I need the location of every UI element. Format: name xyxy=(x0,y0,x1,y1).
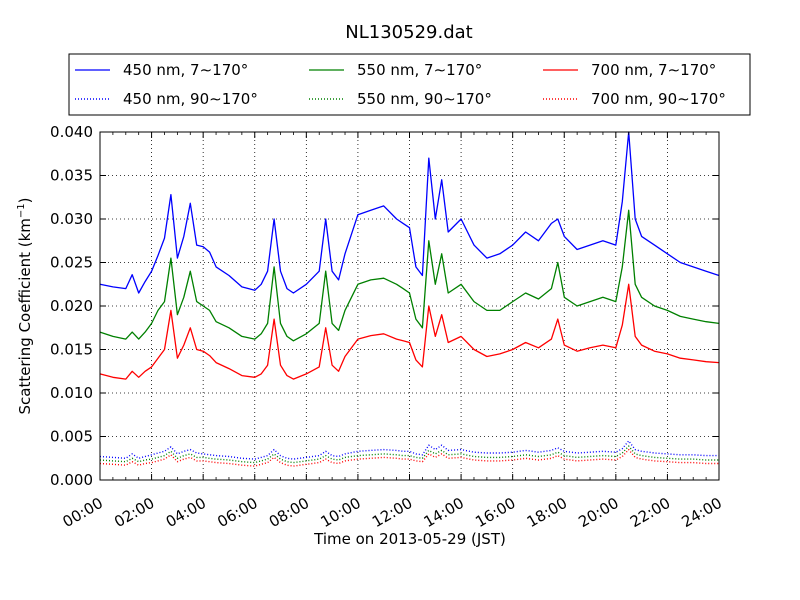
y-tick-label: 0.020 xyxy=(50,297,93,315)
legend-frame xyxy=(68,53,751,116)
legend-label: 550 nm, 90∼170° xyxy=(357,90,492,108)
x-tick-label: 16:00 xyxy=(472,494,518,531)
x-tick-label: 22:00 xyxy=(627,494,673,531)
x-tick-label: 04:00 xyxy=(163,494,209,531)
legend-label: 450 nm, 90∼170° xyxy=(123,90,258,108)
y-tick-label: 0.035 xyxy=(50,167,93,185)
y-tick-label: 0.040 xyxy=(50,123,93,141)
legend-label: 450 nm, 7∼170° xyxy=(123,61,248,79)
y-tick-label: 0.025 xyxy=(50,254,93,272)
y-axis-label-sup: −1 xyxy=(16,203,27,218)
x-tick-label: 06:00 xyxy=(214,494,260,531)
y-tick-label: 0.005 xyxy=(50,428,93,446)
series-line xyxy=(99,283,720,380)
x-tick-label: 02:00 xyxy=(111,494,157,531)
y-axis-label: Scattering Coefficient (km−1) xyxy=(16,197,34,414)
x-tick-label: 08:00 xyxy=(266,494,312,531)
legend-label: 550 nm, 7∼170° xyxy=(357,61,482,79)
y-axis-label-main: Scattering Coefficient (km xyxy=(16,218,34,414)
y-tick-label: 0.010 xyxy=(50,384,93,402)
series-line xyxy=(99,440,719,460)
x-tick-label: 14:00 xyxy=(421,494,467,531)
y-tick-label: 0.015 xyxy=(50,341,93,359)
x-tick-label: 10:00 xyxy=(317,494,363,531)
series-layer xyxy=(99,131,720,467)
x-tick-label: 24:00 xyxy=(679,494,725,531)
x-tick-label: 20:00 xyxy=(575,494,621,531)
x-tick-label: 00:00 xyxy=(60,494,106,531)
chart-title: NL130529.dat xyxy=(345,22,472,43)
series-line xyxy=(99,209,720,342)
x-tick-label: 12:00 xyxy=(369,494,415,531)
y-tick-label: 0.000 xyxy=(50,471,93,489)
legend-label: 700 nm, 7∼170° xyxy=(591,61,716,79)
x-axis-label: Time on 2013-05-29 (JST) xyxy=(313,530,506,548)
legend: 450 nm, 7∼170° 550 nm, 7∼170° 700 nm, 7∼17… xyxy=(68,53,751,116)
series-line xyxy=(99,131,720,294)
legend-label: 700 nm, 90∼170° xyxy=(591,90,726,108)
y-tick-label: 0.030 xyxy=(50,210,93,228)
y-axis-label-end: ) xyxy=(16,197,34,203)
x-tick-label: 18:00 xyxy=(524,494,570,531)
